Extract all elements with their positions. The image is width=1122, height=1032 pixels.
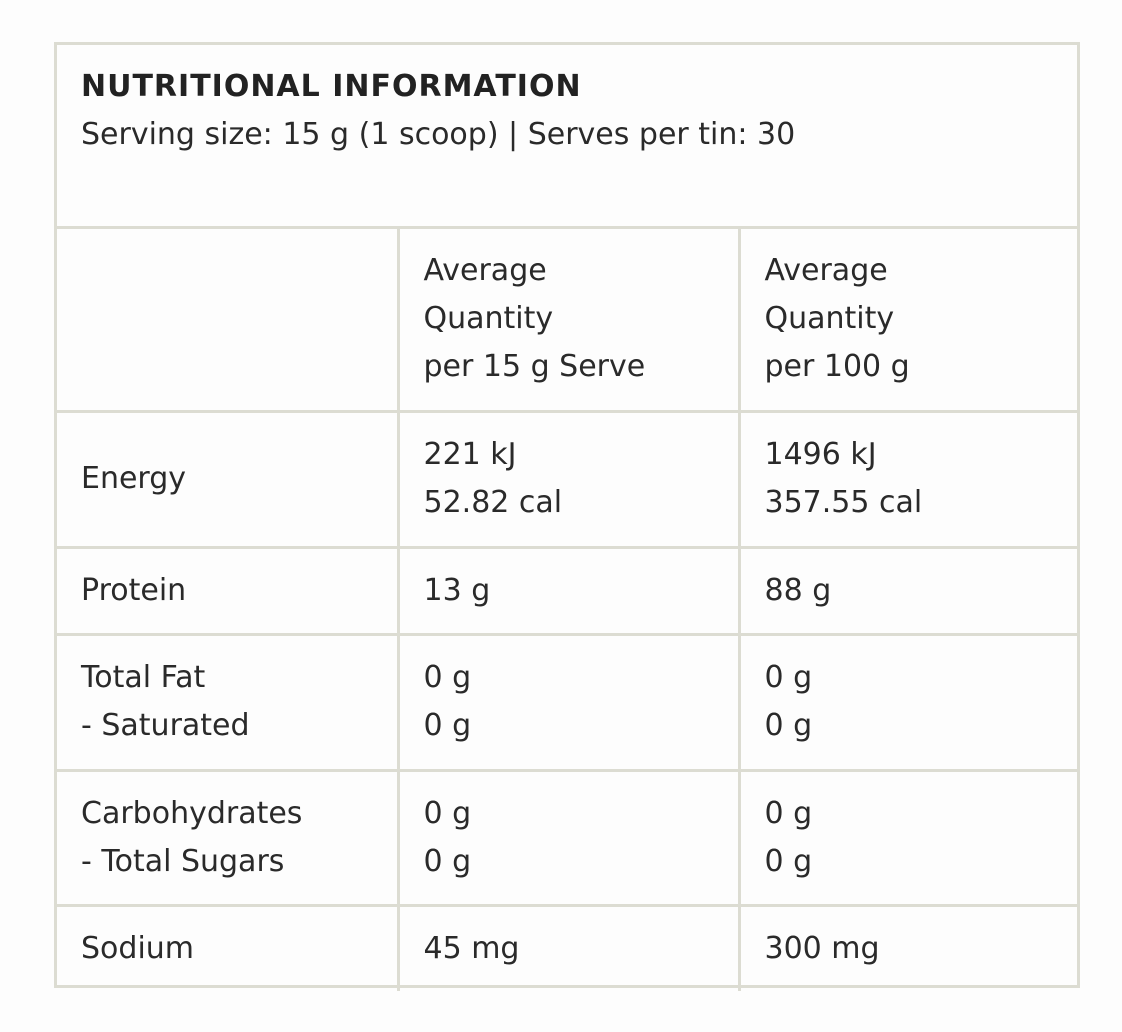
nutrient-label: Sodium xyxy=(57,903,400,991)
nutrition-table: Average Quantity per 15 g Serve Average … xyxy=(57,229,1077,991)
header-line: Quantity xyxy=(423,301,554,337)
header-line: Quantity xyxy=(764,301,895,337)
header-line: per 100 g xyxy=(764,349,910,385)
per-100g-value: 357.55 cal xyxy=(764,485,923,520)
nutrient-name: Total Fat xyxy=(81,660,206,695)
per-100g-value: 0 g xyxy=(764,795,813,831)
per-serve-value: 0 g xyxy=(423,795,472,831)
nutrient-subname: - Total Sugars xyxy=(81,843,285,879)
nutrient-label: Total Fat - Saturated xyxy=(57,632,400,772)
per-100g-value: 88 g xyxy=(764,572,832,608)
header-line: Average xyxy=(764,253,888,289)
header-cell-per-serve: Average Quantity per 15 g Serve xyxy=(396,229,741,413)
nutrition-title: NUTRITIONAL INFORMATION xyxy=(81,69,582,104)
nutrient-subname: - Saturated xyxy=(81,708,250,743)
per-serve-value: 0 g xyxy=(423,843,472,879)
per-100g-cell: 300 mg xyxy=(737,903,1077,991)
per-serve-cell: 45 mg xyxy=(396,903,741,991)
header-cell-per-100g: Average Quantity per 100 g xyxy=(737,229,1077,413)
per-serve-value: 0 g xyxy=(423,708,472,743)
nutrient-name: Sodium xyxy=(81,930,195,966)
per-serve-cell: 0 g 0 g xyxy=(396,632,741,772)
per-serve-value: 13 g xyxy=(423,572,491,608)
serving-info: Serving size: 15 g (1 scoop) | Serves pe… xyxy=(81,117,796,152)
nutrient-label: Carbohydrates - Total Sugars xyxy=(57,768,400,907)
per-100g-value: 300 mg xyxy=(764,930,880,966)
nutrient-name: Protein xyxy=(81,572,187,608)
per-serve-cell: 221 kJ 52.82 cal xyxy=(396,409,741,549)
nutrition-header: NUTRITIONAL INFORMATION Serving size: 15… xyxy=(57,45,1077,229)
per-serve-value: 221 kJ xyxy=(423,437,517,472)
header-line: Average xyxy=(423,253,547,289)
table-row-protein: Protein 13 g 88 g xyxy=(57,545,1077,636)
per-100g-value: 0 g xyxy=(764,843,813,879)
table-row-energy: Energy 221 kJ 52.82 cal 1496 kJ 357.55 c… xyxy=(57,409,1077,549)
nutrient-label: Protein xyxy=(57,545,400,636)
per-100g-cell: 88 g xyxy=(737,545,1077,636)
header-line: per 15 g Serve xyxy=(423,349,646,385)
per-100g-value: 0 g xyxy=(764,708,813,743)
header-cell-empty xyxy=(57,229,400,413)
table-row-carbohydrates: Carbohydrates - Total Sugars 0 g 0 g 0 g… xyxy=(57,768,1077,907)
per-100g-value: 0 g xyxy=(764,660,813,695)
per-serve-value: 52.82 cal xyxy=(423,485,563,520)
nutrient-name: Carbohydrates xyxy=(81,795,303,831)
per-100g-cell: 1496 kJ 357.55 cal xyxy=(737,409,1077,549)
nutrient-name: Energy xyxy=(81,461,187,496)
table-row-sodium: Sodium 45 mg 300 mg xyxy=(57,903,1077,991)
per-serve-value: 0 g xyxy=(423,660,472,695)
nutrient-label: Energy xyxy=(57,409,400,549)
nutrition-panel: NUTRITIONAL INFORMATION Serving size: 15… xyxy=(54,42,1080,991)
per-100g-cell: 0 g 0 g xyxy=(737,768,1077,907)
table-header-row: Average Quantity per 15 g Serve Average … xyxy=(57,229,1077,413)
per-serve-cell: 13 g xyxy=(396,545,741,636)
per-100g-cell: 0 g 0 g xyxy=(737,632,1077,772)
table-row-total-fat: Total Fat - Saturated 0 g 0 g 0 g 0 g xyxy=(57,632,1077,772)
per-100g-value: 1496 kJ xyxy=(764,437,877,472)
per-serve-value: 45 mg xyxy=(423,930,520,966)
per-serve-cell: 0 g 0 g xyxy=(396,768,741,907)
